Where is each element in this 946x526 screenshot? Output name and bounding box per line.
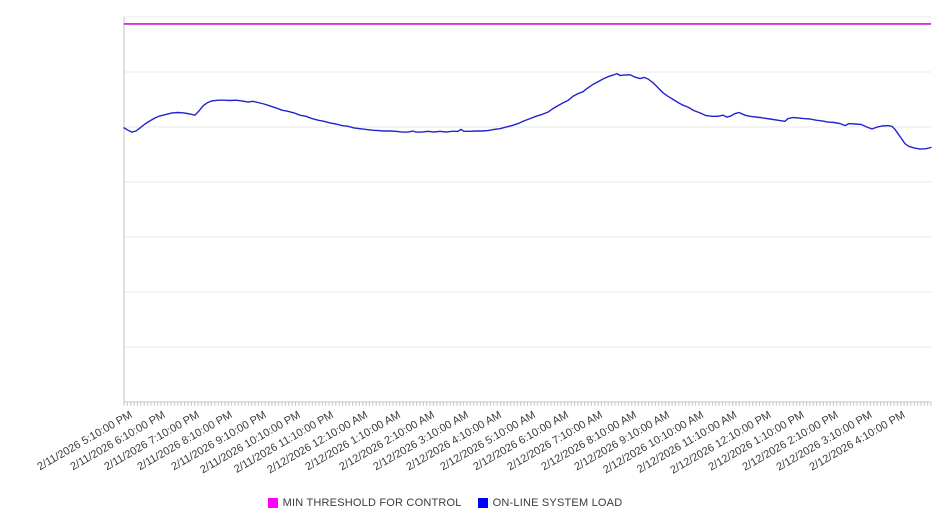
load-series-swatch-icon	[477, 498, 488, 508]
legend-label-min-threshold: MIN THRESHOLD FOR CONTROL	[282, 497, 462, 509]
legend-item-min-threshold[interactable]: MIN THRESHOLD FOR CONTROL	[267, 497, 462, 509]
threshold-series-swatch-icon	[267, 498, 278, 508]
legend-label-system-load: ON-LINE SYSTEM LOAD	[492, 497, 623, 509]
legend-item-system-load[interactable]: ON-LINE SYSTEM LOAD	[477, 497, 623, 509]
legend: MIN THRESHOLD FOR CONTROL ON-LINE SYSTEM…	[0, 497, 918, 509]
